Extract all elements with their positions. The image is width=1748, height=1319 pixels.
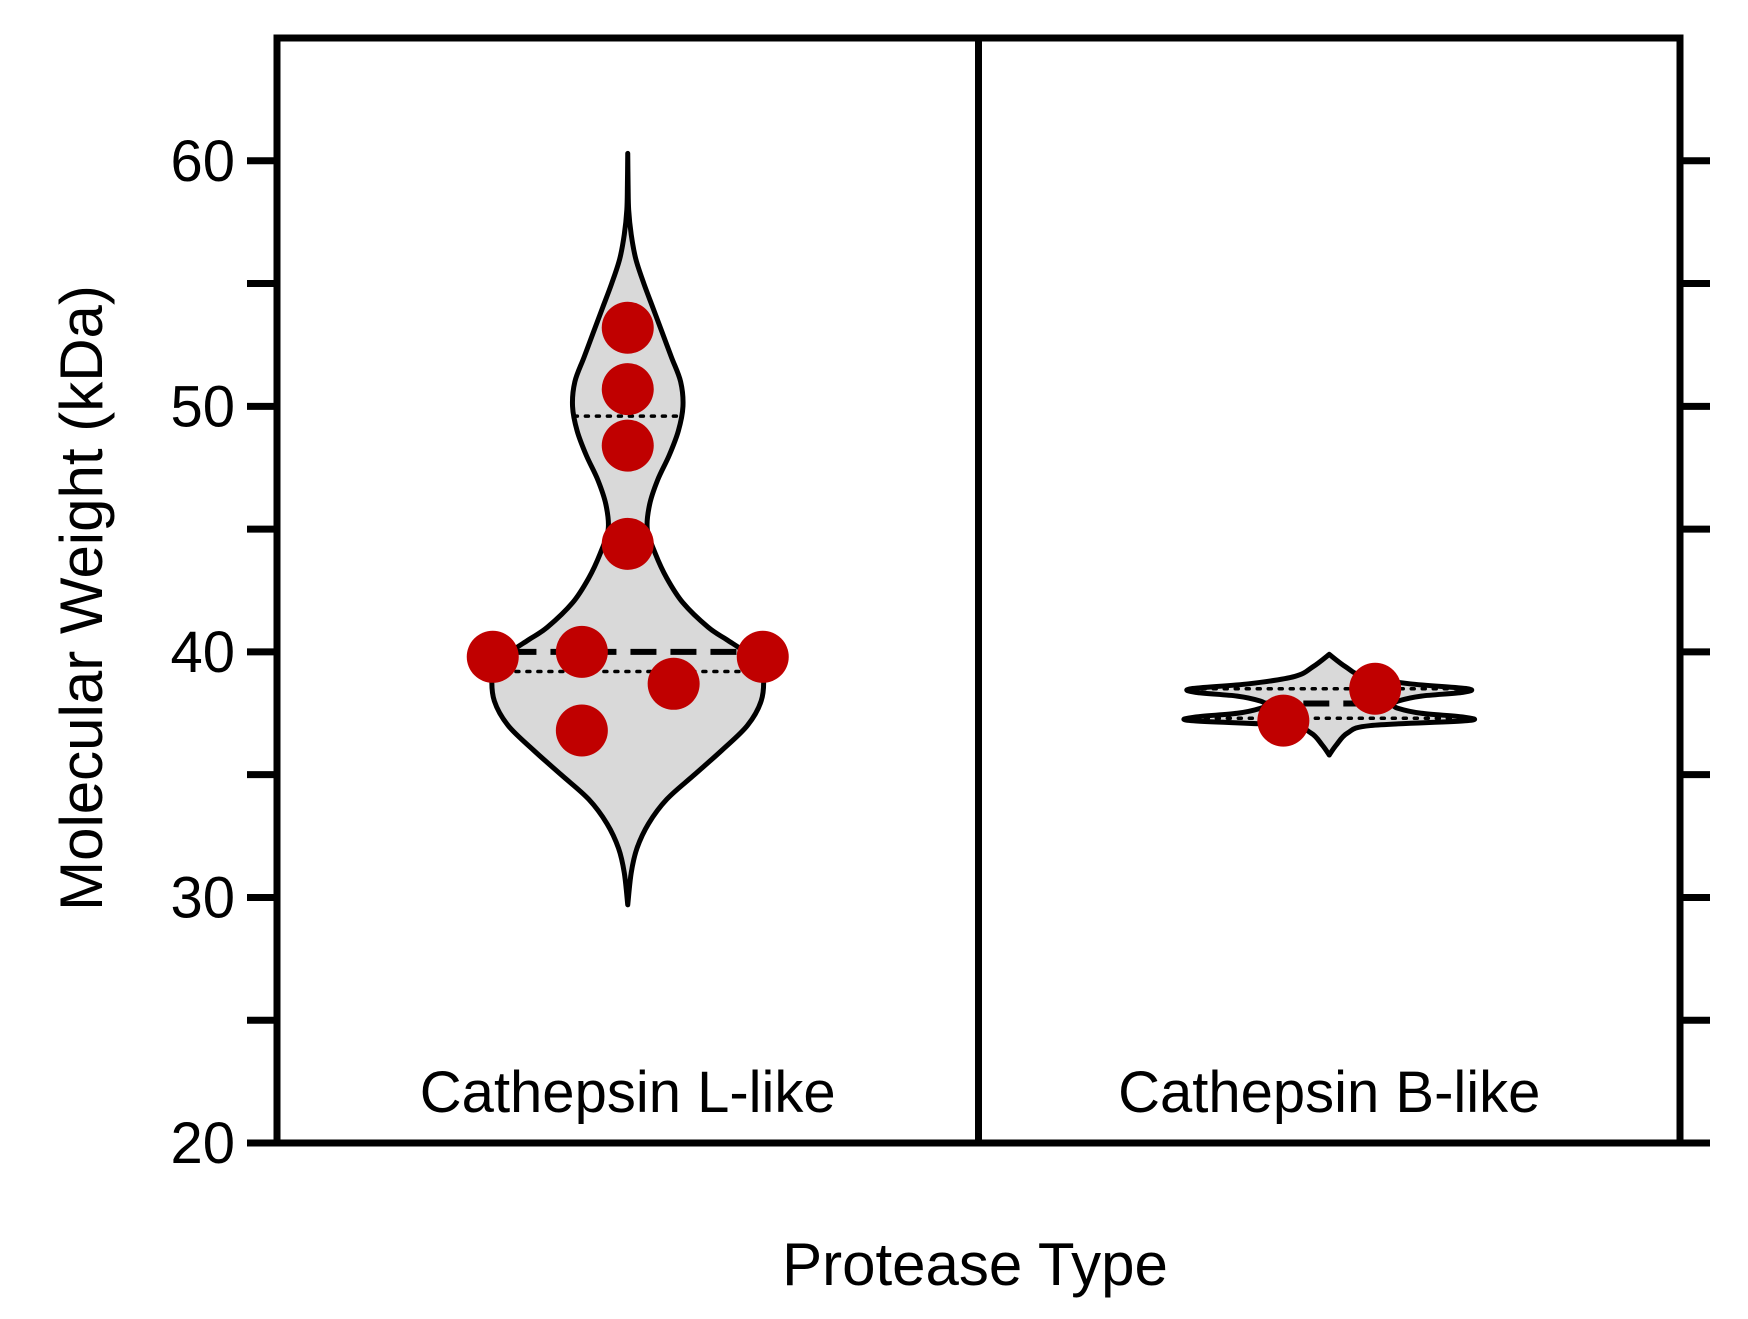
group-label: Cathepsin B-like [1118, 1060, 1540, 1125]
y-axis-title: Molecular Weight (kDa) [48, 285, 115, 911]
data-point [1349, 662, 1402, 715]
violin-group [466, 150, 789, 908]
y-axis-ticks: 20 30 40 50 60 [170, 129, 1710, 1176]
plot-frame [273, 34, 1684, 1147]
data-point [466, 630, 519, 683]
y-tick-label: 50 [170, 374, 235, 439]
data-point [601, 363, 654, 416]
y-tick-label: 30 [170, 865, 235, 930]
data-point [601, 419, 654, 472]
violin-groups [466, 150, 1478, 908]
data-point [555, 704, 608, 757]
y-tick-label: 60 [170, 129, 235, 194]
y-tick-label: 40 [170, 620, 235, 685]
data-point [601, 517, 654, 570]
violin-group [1181, 651, 1478, 758]
data-point [601, 301, 654, 354]
data-point [1257, 694, 1310, 747]
group-labels: Cathepsin L-like Cathepsin B-like [420, 1060, 1541, 1125]
data-point [736, 630, 789, 683]
group-label: Cathepsin L-like [420, 1060, 836, 1125]
x-axis-title: Protease Type [782, 1231, 1168, 1298]
data-point [555, 625, 608, 678]
data-point [647, 657, 700, 710]
y-tick-label: 20 [170, 1111, 235, 1176]
